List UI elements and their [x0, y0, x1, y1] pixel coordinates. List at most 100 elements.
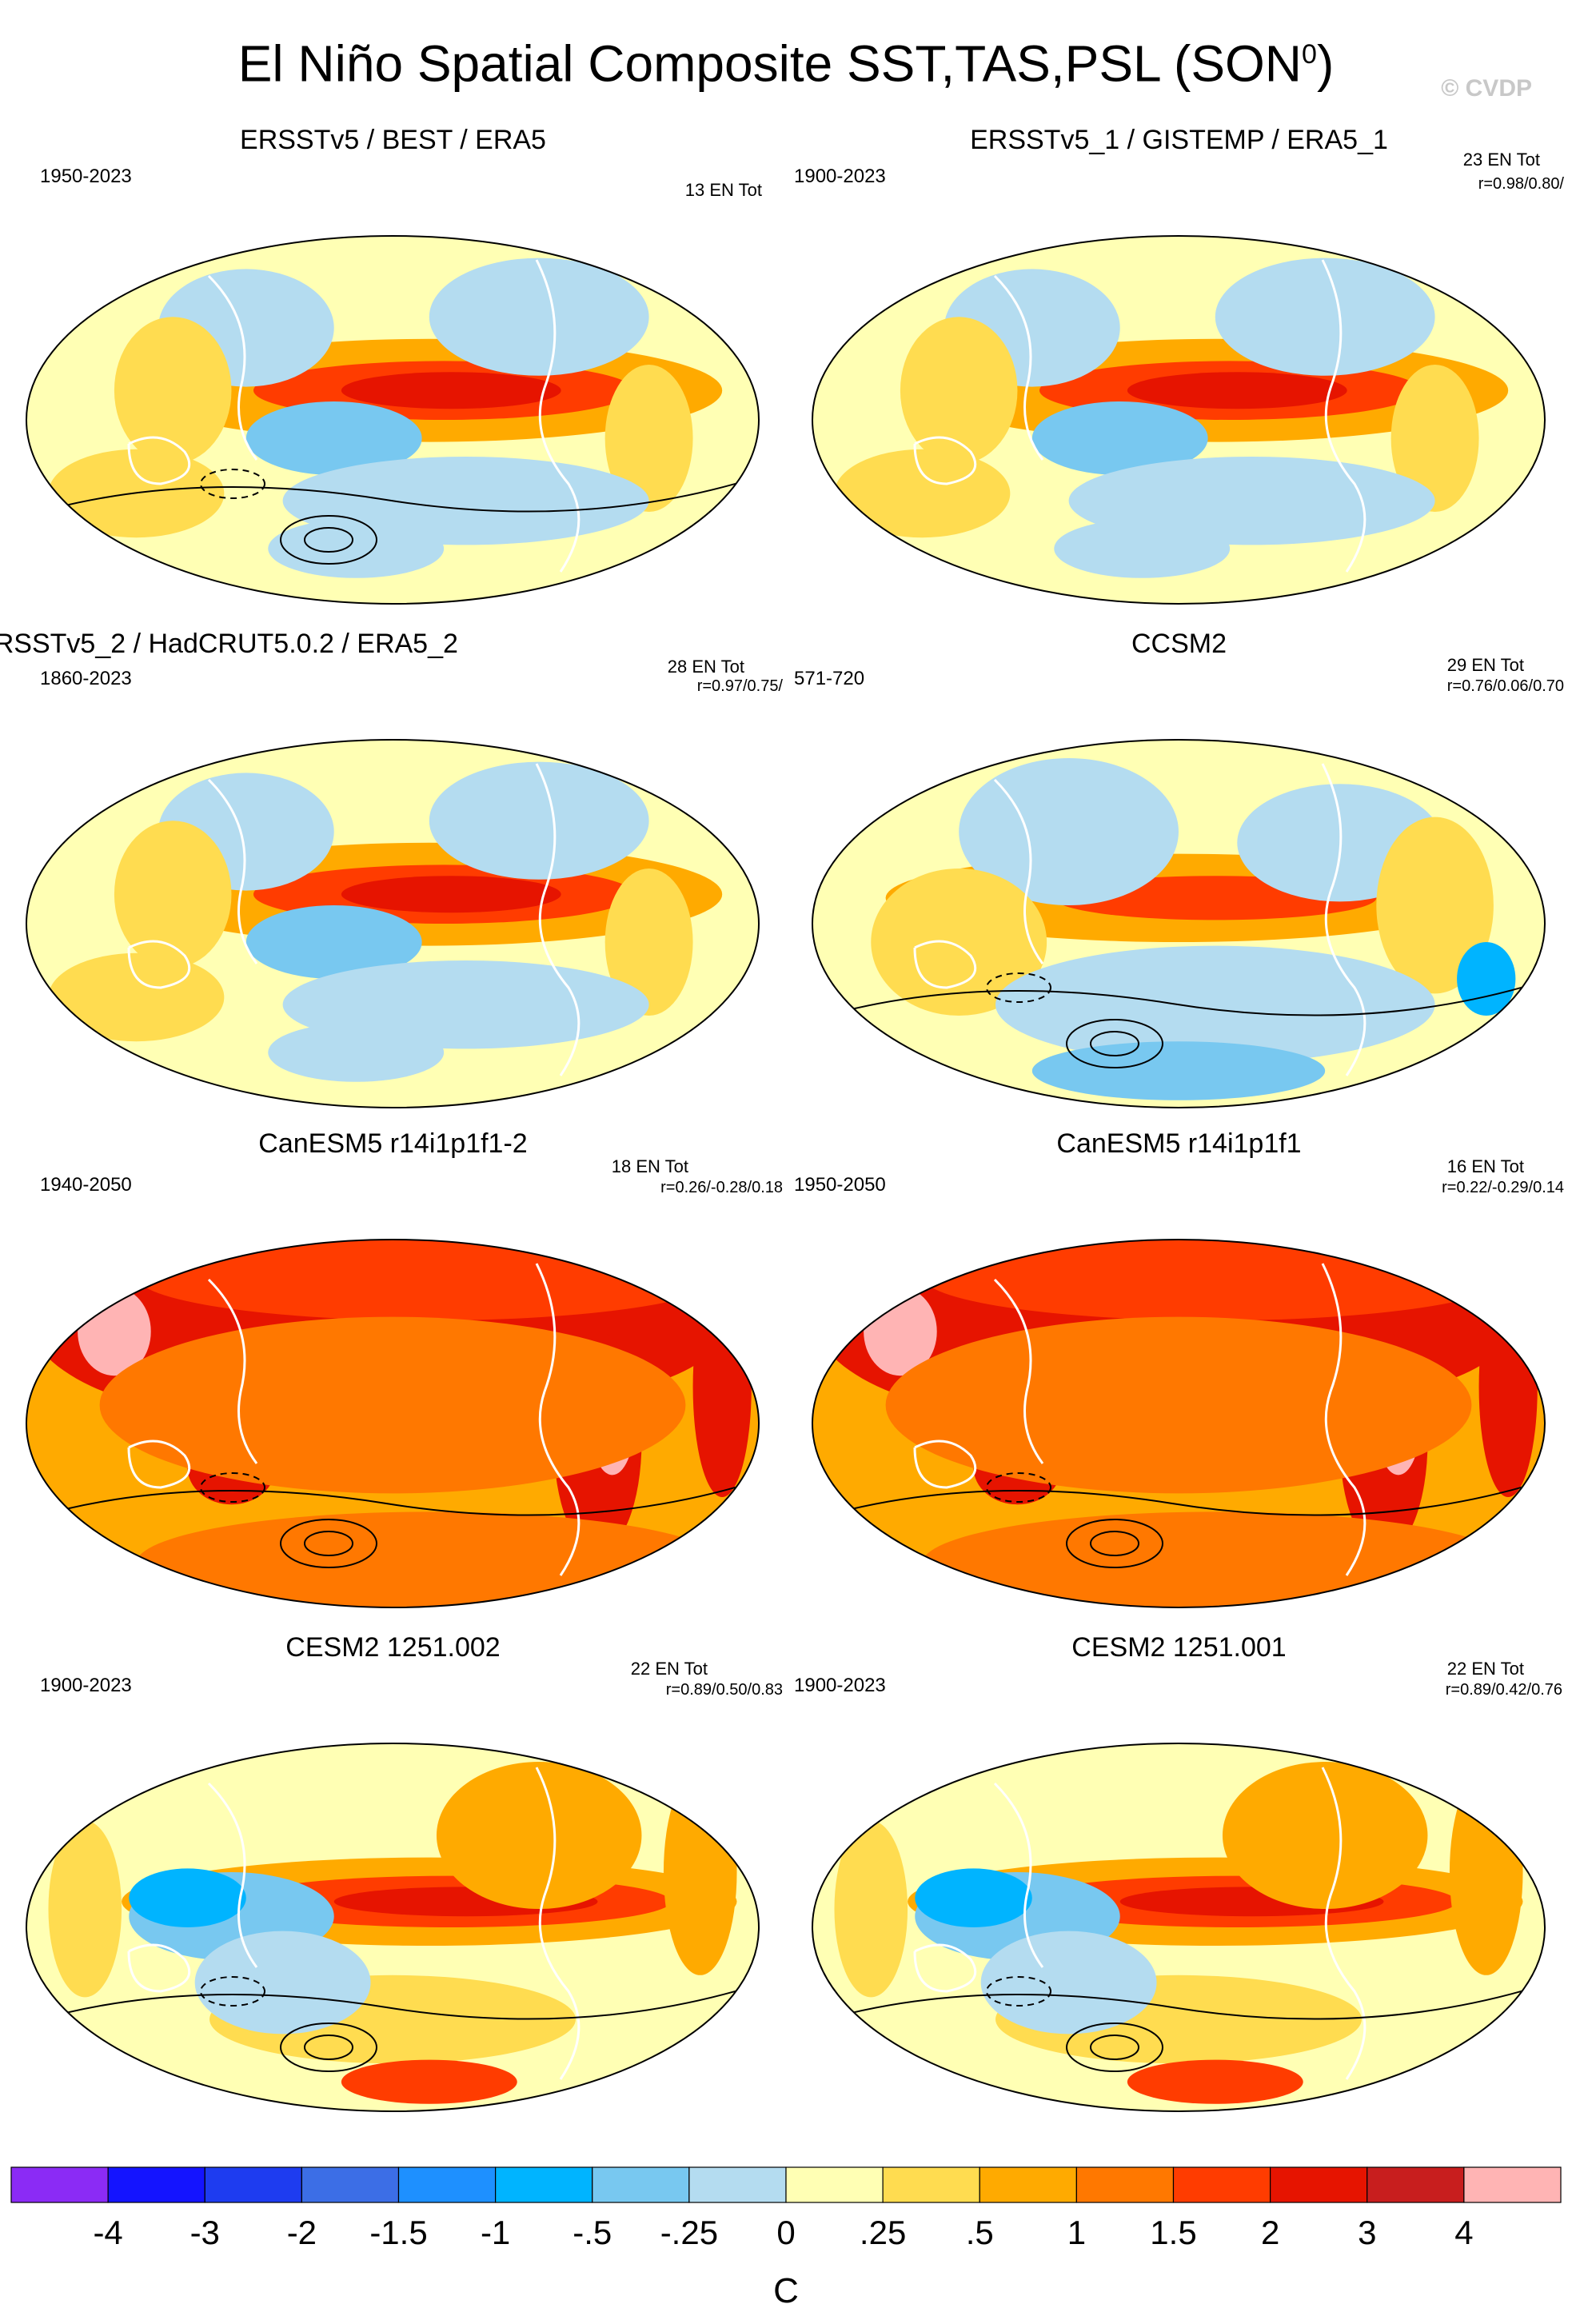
psl-contour-negative	[986, 1976, 1051, 2007]
coastline	[993, 1278, 1044, 1464]
anomaly-region	[268, 519, 445, 578]
coastline	[913, 1943, 977, 1993]
psl-contour	[1066, 2023, 1163, 2072]
anomaly-region	[834, 1820, 908, 1998]
coastline	[207, 778, 258, 964]
coastline	[1321, 1767, 1367, 2080]
anomaly-region	[341, 876, 561, 913]
panel-corr: r=0.97/0.75/	[696, 677, 783, 695]
psl-contour	[26, 1479, 759, 1520]
colorbar-swatch	[107, 2166, 205, 2203]
map-border	[26, 235, 760, 605]
psl-contour	[26, 475, 759, 517]
anomaly-region	[834, 449, 1011, 538]
coastline	[913, 1440, 977, 1489]
psl-contour	[280, 515, 377, 565]
map-border	[26, 1239, 760, 1608]
map-border	[812, 1239, 1546, 1608]
coastline	[993, 778, 1044, 964]
colorbar-swatches	[10, 2166, 1562, 2203]
colorbar-swatch	[882, 2166, 980, 2203]
panel-count: 29 EN Tot	[1446, 655, 1524, 675]
colorbar-swatch	[1075, 2166, 1175, 2203]
colorbar-tick-label: -4	[93, 2214, 123, 2251]
map-panel-8: CESM2 1251.001 1900-2023 22 EN Tot r=0.8…	[786, 1631, 1572, 2143]
panel-count: 16 EN Tot	[1446, 1156, 1524, 1176]
panel-count: 18 EN Tot	[611, 1156, 688, 1176]
anomaly-region	[1478, 1276, 1538, 1497]
panel-count: 28 EN Tot	[667, 657, 744, 677]
colorbar-unit-label: C	[773, 2271, 799, 2310]
anomaly-region	[48, 952, 225, 1042]
anomaly-region	[99, 1316, 686, 1494]
psl-contour	[304, 2034, 353, 2060]
main-title-close: )	[1316, 34, 1335, 93]
colorbar-tick-label: 4	[1454, 2214, 1474, 2251]
map-panel-2-map	[812, 235, 1546, 605]
anomaly-region	[1457, 942, 1516, 1016]
anomaly-region	[871, 869, 1047, 1016]
map-panel-7-map	[26, 1743, 760, 2112]
panel-period: 1900-2023	[40, 1675, 132, 1696]
colorbar-tick-label: .25	[859, 2214, 907, 2251]
panel-count: 23 EN Tot	[1462, 150, 1540, 170]
anomaly-region	[663, 1769, 737, 1975]
colorbar-swatch	[979, 2166, 1077, 2203]
anomaly-region	[1376, 817, 1494, 994]
coastline	[1321, 259, 1367, 573]
map-panel-4: CCSM2 571-720 29 EN Tot r=0.76/0.06/0.70	[786, 628, 1572, 1140]
coastline	[127, 1943, 191, 1993]
coastline	[535, 763, 581, 1076]
anomaly-region	[1031, 401, 1208, 475]
map-panel-5-map	[26, 1239, 760, 1608]
colorbar-tick-label: -1	[480, 2214, 511, 2251]
anomaly-region	[922, 1240, 1509, 1321]
colorbar-tick-label: 3	[1358, 2214, 1377, 2251]
anomaly-region	[136, 1511, 723, 1607]
coastline	[127, 1440, 191, 1489]
coastline	[535, 259, 581, 573]
panel-corr: r=0.98/0.80/	[1478, 175, 1564, 193]
psl-contour	[812, 1983, 1545, 2024]
anomaly-region	[114, 317, 232, 465]
anomaly-region	[436, 1762, 642, 1909]
psl-contour-negative	[200, 469, 265, 499]
coastline	[127, 940, 191, 989]
map-panel-7: CESM2 1251.002 1900-2023 22 EN Tot r=0.8…	[0, 1631, 786, 2143]
panel-title: CanESM5 r14i1p1f1-2	[258, 1128, 528, 1159]
panel-corr: r=0.22/-0.29/0.14	[1442, 1179, 1564, 1196]
psl-contour	[304, 1531, 353, 1556]
map-panel-8-map	[812, 1743, 1546, 2112]
anomaly-region	[980, 1931, 1157, 2034]
map-border	[26, 739, 760, 1108]
colorbar-tick-label: 0	[776, 2214, 796, 2251]
colorbar-swatch	[301, 2166, 400, 2203]
anomaly-region	[1031, 1041, 1326, 1100]
panel-period: 1860-2023	[40, 668, 132, 689]
main-title-superscript: 0	[1302, 39, 1317, 70]
colorbar-tick-label: -1.5	[369, 2214, 428, 2251]
anomaly-region	[1054, 519, 1231, 578]
main-title: El Niño Spatial Composite SST,TAS,PSL (S…	[0, 22, 1572, 95]
psl-contour	[812, 979, 1545, 1020]
panel-count: 13 EN Tot	[684, 180, 762, 200]
colorbar-tick-label: -.25	[660, 2214, 719, 2251]
coastline	[207, 1278, 258, 1464]
coastline	[207, 1782, 258, 1968]
colorbar-swatch	[397, 2166, 497, 2203]
panel-period: 1950-2050	[794, 1174, 886, 1196]
panel-title: ERSSTv5_2 / HadCRUT5.0.2 / ERA5_2	[0, 629, 458, 659]
psl-contour-negative	[986, 972, 1051, 1003]
map-border	[26, 1743, 760, 2112]
colorbar-swatch	[688, 2166, 787, 2203]
colorbar-tick-label: .5	[965, 2214, 994, 2251]
anomaly-region	[1449, 1769, 1523, 1975]
anomaly-region	[1127, 2059, 1303, 2104]
colorbar-swatch	[10, 2166, 109, 2203]
map-panel-5: CanESM5 r14i1p1f1-2 1940-2050 18 EN Tot …	[0, 1128, 786, 1639]
panel-title: CESM2 1251.002	[285, 1632, 501, 1663]
colorbar-swatch	[592, 2166, 690, 2203]
anomaly-region	[341, 2059, 517, 2104]
map-border	[812, 1743, 1546, 2112]
psl-contour	[26, 1983, 759, 2024]
